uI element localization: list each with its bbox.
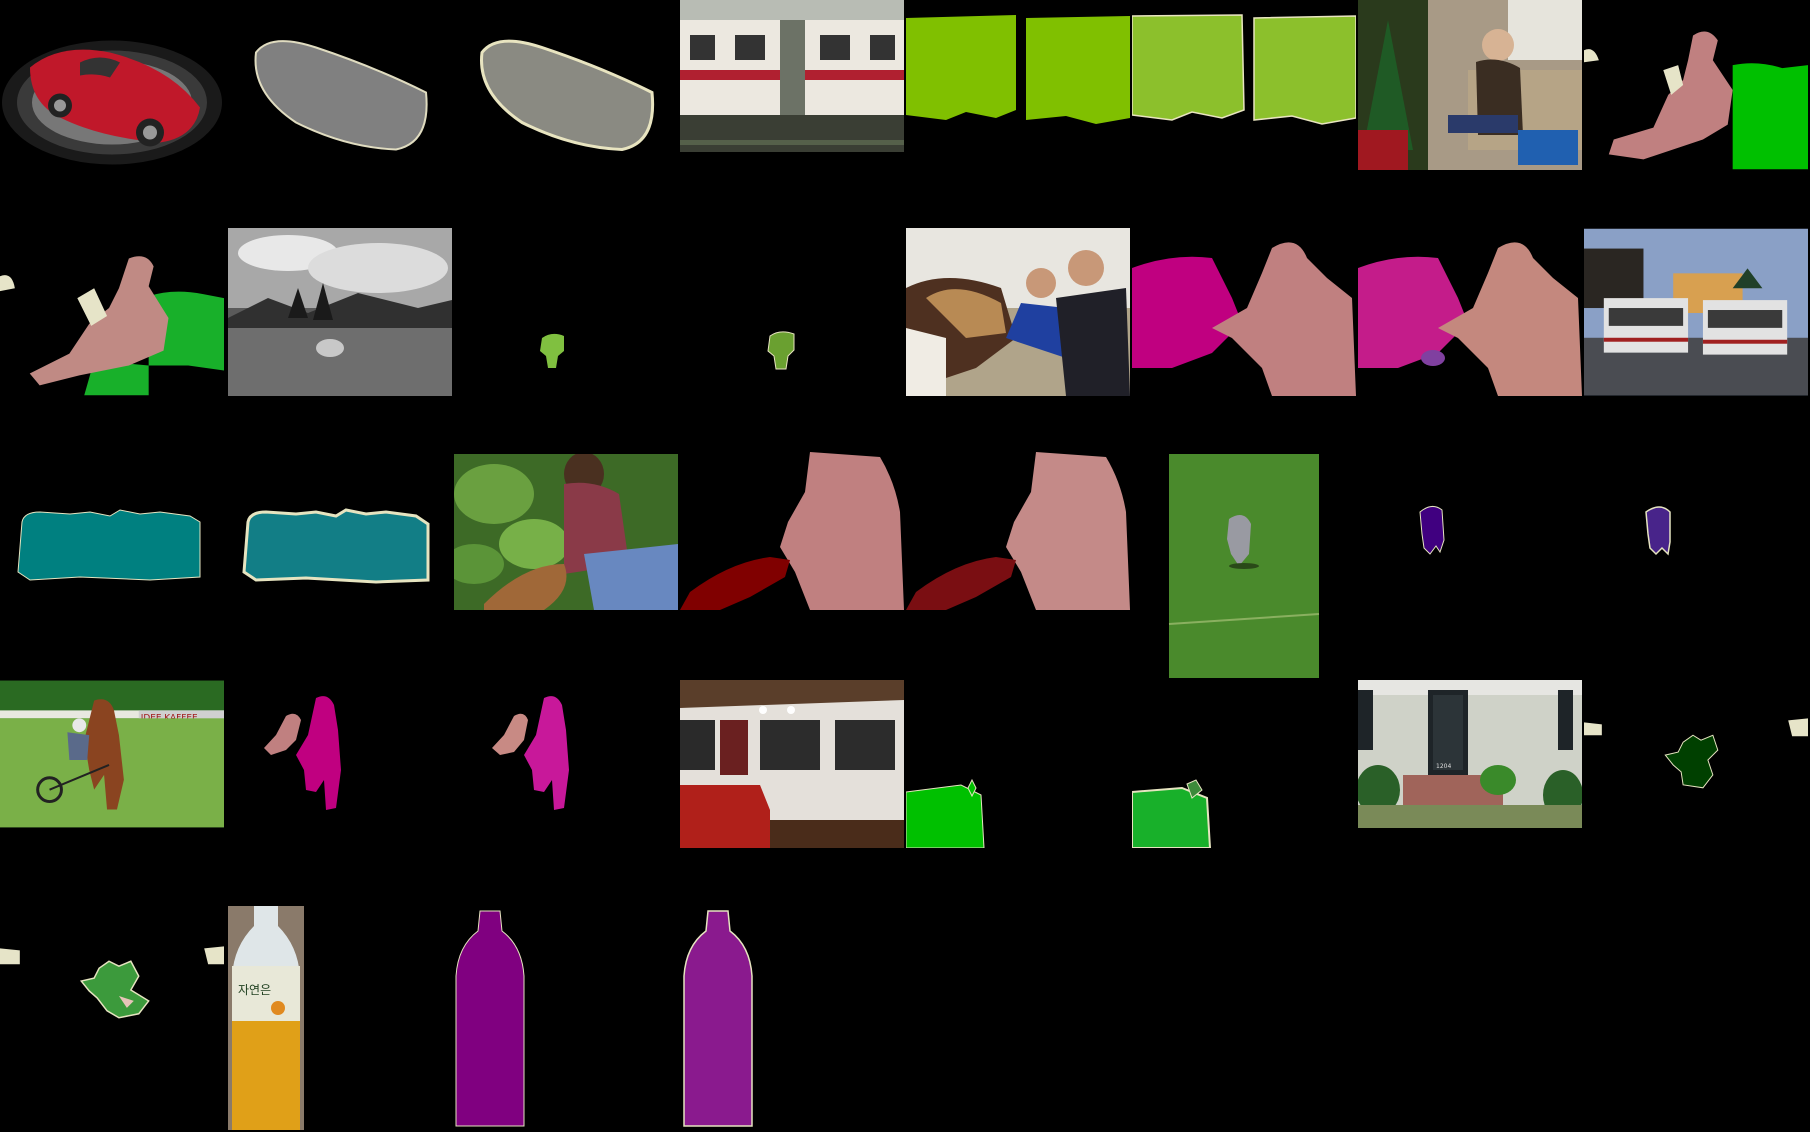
bottle-ground-truth — [452, 906, 676, 1132]
train-image — [680, 0, 904, 152]
car-ground-truth — [226, 0, 450, 185]
horse-rider-prediction — [452, 680, 676, 830]
bottle-image: 자연은 — [228, 906, 304, 1130]
cat-person-image — [454, 454, 678, 610]
cat-person-prediction — [906, 452, 1130, 610]
car-prediction — [452, 0, 676, 185]
plant-prediction — [0, 906, 224, 1074]
dog-image — [1132, 454, 1356, 678]
dog-prediction — [1584, 452, 1808, 622]
train-prediction — [1132, 0, 1356, 135]
banner-text: IDEE KAFFEE — [141, 713, 198, 723]
horse-rider-image: IDEE KAFFEE — [0, 680, 224, 828]
bus-prediction — [226, 452, 450, 622]
sheep-image — [228, 228, 452, 396]
dog-ground-truth — [1358, 452, 1582, 622]
house-image: 1204 — [1358, 680, 1582, 828]
horse-person-prediction — [1358, 228, 1582, 396]
house-number: 1204 — [1436, 763, 1451, 770]
person-sofa-image — [1358, 0, 1582, 170]
room-prediction — [1132, 680, 1356, 848]
sheep-ground-truth — [452, 226, 676, 396]
bus-image — [1584, 228, 1808, 396]
train-ground-truth — [906, 0, 1130, 135]
plant-ground-truth — [1584, 680, 1808, 848]
bus-ground-truth — [0, 452, 224, 622]
bottle-label: 자연은 — [238, 983, 271, 997]
bottle-prediction — [680, 906, 904, 1132]
person-sofa-ground-truth — [1584, 0, 1808, 170]
horse-person-ground-truth — [1132, 228, 1356, 396]
room-ground-truth — [906, 680, 1130, 848]
person-sofa-prediction — [0, 226, 224, 396]
horse-person-image — [906, 228, 1130, 396]
sheep-prediction — [680, 226, 904, 396]
car-image — [0, 0, 224, 185]
room-image — [680, 680, 904, 848]
horse-rider-ground-truth — [226, 680, 450, 830]
cat-person-ground-truth — [680, 452, 904, 610]
